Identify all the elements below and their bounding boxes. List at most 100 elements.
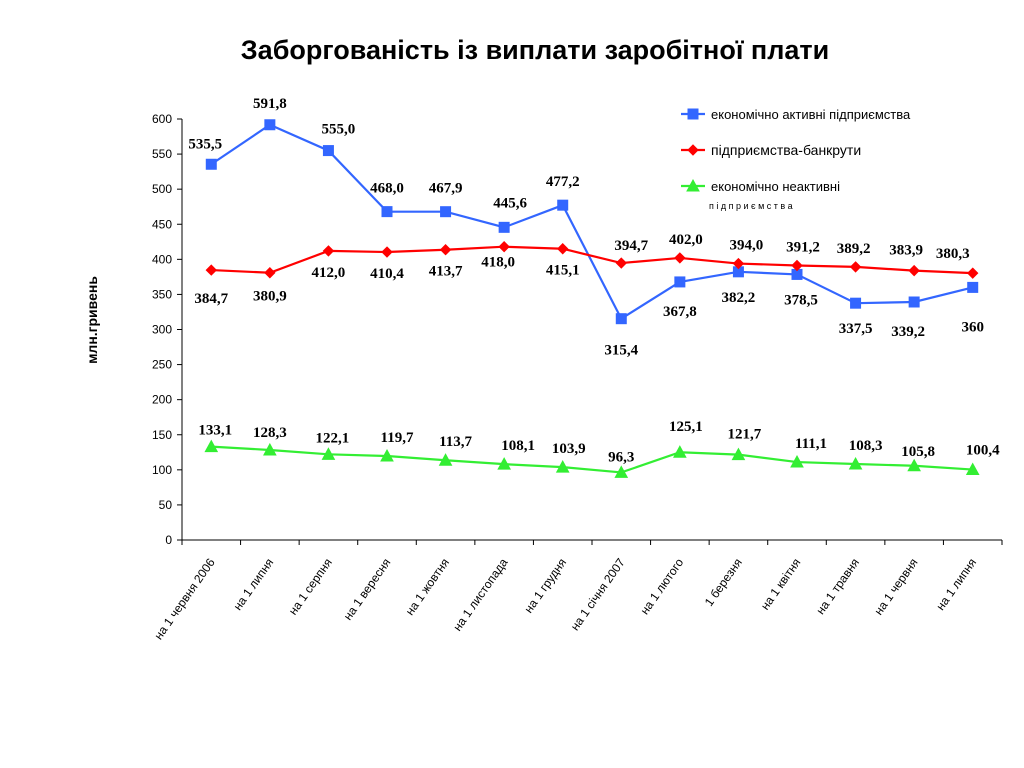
data-label: 382,2 [722, 290, 756, 306]
data-point [322, 145, 334, 157]
x-tick-label: на 1 липня [933, 556, 979, 613]
legend-label: підприємства-банкрути [711, 142, 861, 158]
data-label: 413,7 [429, 264, 463, 280]
legend-marker [687, 108, 699, 120]
data-label: 391,2 [786, 240, 820, 256]
x-tick-label: на 1 січня 2007 [568, 555, 628, 633]
series-line [211, 445, 973, 474]
data-point [381, 206, 393, 218]
x-tick-label: на 1 травня [813, 556, 862, 617]
data-label: 119,7 [381, 430, 414, 446]
data-label: 111,1 [795, 436, 827, 452]
data-label: 103,9 [552, 441, 586, 457]
data-label: 418,0 [481, 255, 515, 271]
data-label: 339,2 [891, 324, 925, 340]
data-label: 410,4 [370, 266, 404, 282]
data-point [381, 246, 393, 258]
data-point [965, 462, 980, 476]
data-label: 394,7 [614, 238, 648, 254]
data-point [967, 281, 979, 293]
data-label: 105,8 [901, 444, 935, 460]
data-label: 468,0 [370, 181, 404, 197]
data-label: 555,0 [322, 122, 356, 138]
y-tick-label: 550 [152, 147, 172, 161]
data-point [615, 257, 627, 269]
y-tick-label: 350 [152, 287, 172, 301]
data-point [263, 442, 277, 456]
data-label: 100,4 [966, 443, 1000, 459]
legend-item: економічно активні підприємства [681, 107, 911, 122]
legend-label: економічно активні підприємства [711, 107, 911, 122]
y-tick-label: 400 [152, 252, 172, 266]
data-label: 315,4 [604, 343, 638, 359]
y-tick-label: 600 [152, 112, 172, 126]
y-tick-label: 0 [165, 533, 172, 547]
data-label: 591,8 [253, 96, 287, 112]
legend-item: економічно неактивні підприємства [681, 178, 840, 211]
data-point [438, 453, 453, 466]
data-point [790, 455, 804, 468]
data-label: 412,0 [312, 265, 346, 281]
data-label: 467,9 [429, 181, 463, 197]
data-label: 380,9 [253, 289, 287, 305]
data-point [557, 199, 569, 211]
data-label: 121,7 [728, 427, 762, 443]
data-point [849, 261, 862, 273]
data-point [557, 243, 569, 255]
x-tick-label: на 1 серпня [286, 556, 335, 618]
legend-item: підприємства-банкрути [681, 142, 861, 158]
data-point [322, 245, 335, 257]
y-tick-label: 50 [159, 498, 173, 512]
data-point [908, 264, 920, 277]
data-label: 378,5 [784, 292, 818, 308]
y-axis-label: млн.гривень [84, 276, 100, 364]
data-point [732, 257, 745, 270]
data-point [204, 439, 219, 453]
y-tick-label: 300 [152, 323, 172, 337]
data-point [908, 296, 920, 308]
data-point [205, 158, 217, 170]
y-tick-label: 450 [152, 217, 172, 231]
data-label: 360 [961, 319, 984, 335]
x-tick-label: на 1 листопада [450, 555, 511, 633]
series-line [211, 245, 973, 275]
data-point [497, 457, 511, 470]
data-point [673, 445, 687, 458]
data-point [321, 447, 336, 460]
y-tick-label: 100 [152, 463, 172, 477]
data-label: 380,3 [936, 246, 970, 262]
data-label: 402,0 [669, 232, 703, 248]
data-point [967, 267, 979, 279]
x-tick-label: на 1 вересня [341, 556, 394, 623]
data-point [731, 447, 746, 461]
data-point [439, 244, 452, 256]
legend-marker [687, 144, 699, 156]
data-point [907, 458, 921, 472]
data-label: 113,7 [439, 434, 472, 450]
x-tick-label: на 1 червня 2006 [151, 555, 218, 642]
series-economically-inactive: 133,1 128,3 122,1 119,7 113,7 108,1 103,9 96,3 1… [198, 419, 1000, 478]
plot-area: 0 50 100 150 200 250 300 350 400 450 500 550 600 на 1… [151, 96, 1003, 642]
data-label: 383,9 [889, 243, 923, 259]
data-label: 535,5 [188, 136, 222, 152]
data-label: 445,6 [493, 195, 527, 211]
x-tick-label: на 1 червня [871, 556, 920, 618]
data-point [498, 240, 510, 253]
data-point [205, 264, 217, 276]
y-tick-label: 150 [152, 428, 172, 442]
data-point [264, 267, 276, 279]
y-tick-label: 200 [152, 393, 172, 407]
data-label: 477,2 [546, 174, 580, 190]
series-economically-active: 535,5 591,8 555,0 468,0 467,9 445,6 477,2 315,4… [188, 96, 984, 359]
chart-title: Заборгованість із виплати заробітної пла… [241, 35, 829, 65]
legend: економічно активні підприємства підприємс… [681, 107, 911, 211]
data-point [498, 221, 510, 233]
data-label: 367,8 [663, 304, 697, 320]
data-label: 337,5 [839, 321, 873, 337]
x-tick-label: 1 березня [702, 556, 745, 609]
data-point [615, 313, 627, 325]
data-point [264, 119, 276, 131]
x-tick-label: на 1 липня [230, 556, 276, 613]
x-tick-label: на 1 квітня [758, 556, 804, 613]
data-label: 108,1 [501, 438, 535, 454]
